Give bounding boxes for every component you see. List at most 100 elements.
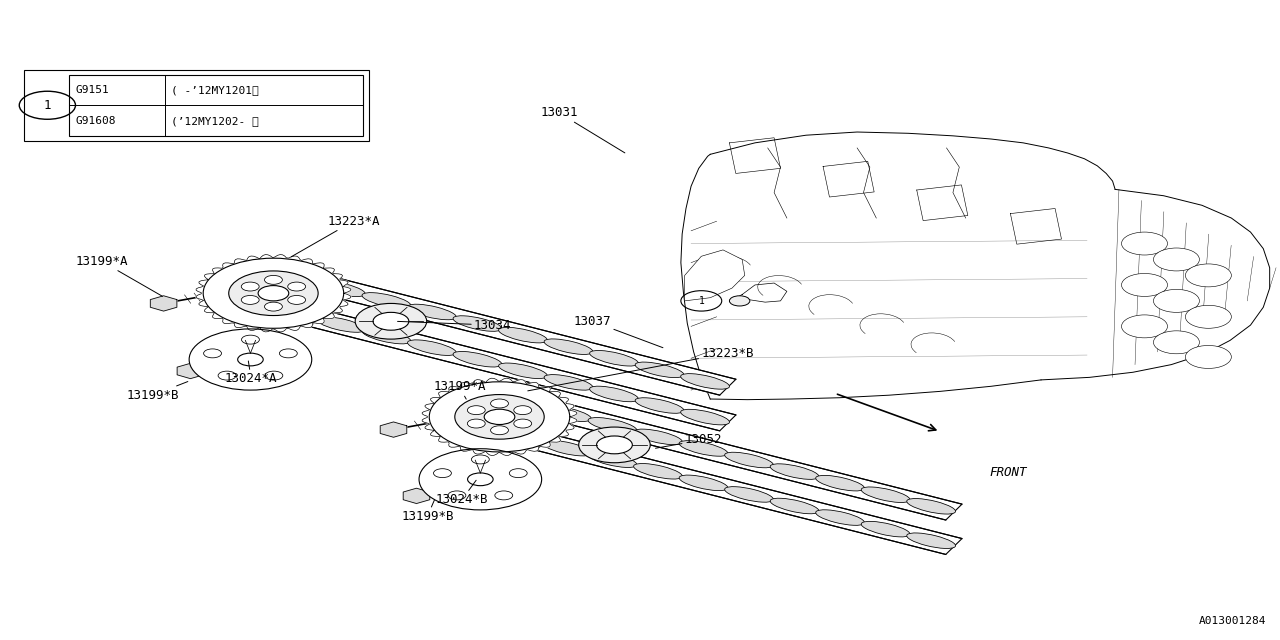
Circle shape [419, 449, 541, 510]
Circle shape [189, 329, 312, 390]
Circle shape [204, 349, 221, 358]
Circle shape [1185, 264, 1231, 287]
Circle shape [1153, 331, 1199, 354]
Ellipse shape [906, 533, 956, 548]
Ellipse shape [771, 464, 819, 479]
Polygon shape [177, 364, 204, 379]
Polygon shape [422, 378, 577, 456]
Ellipse shape [590, 386, 639, 402]
Circle shape [265, 275, 283, 284]
Circle shape [513, 406, 531, 415]
Text: (’12MY1202- 〉: (’12MY1202- 〉 [172, 116, 259, 125]
Ellipse shape [499, 327, 548, 343]
Circle shape [1153, 289, 1199, 312]
Circle shape [513, 419, 531, 428]
Polygon shape [150, 296, 177, 311]
Circle shape [434, 468, 452, 477]
Circle shape [372, 312, 408, 330]
Ellipse shape [634, 429, 682, 445]
Text: 13199*A: 13199*A [76, 255, 163, 296]
Circle shape [265, 302, 283, 311]
Circle shape [454, 394, 544, 439]
Ellipse shape [407, 304, 457, 320]
Ellipse shape [680, 441, 728, 456]
Ellipse shape [906, 499, 956, 514]
Ellipse shape [543, 406, 591, 422]
Circle shape [1121, 315, 1167, 338]
Circle shape [241, 282, 259, 291]
Circle shape [471, 455, 489, 464]
Circle shape [241, 296, 259, 305]
Circle shape [579, 427, 650, 463]
Ellipse shape [861, 487, 910, 502]
Ellipse shape [634, 463, 682, 479]
Text: FRONT: FRONT [989, 467, 1027, 479]
Circle shape [229, 271, 319, 316]
Ellipse shape [771, 498, 819, 514]
Ellipse shape [681, 410, 730, 425]
Ellipse shape [588, 417, 637, 433]
Circle shape [509, 468, 527, 477]
Ellipse shape [316, 317, 365, 332]
Circle shape [467, 406, 485, 415]
Polygon shape [380, 422, 407, 437]
Ellipse shape [316, 281, 365, 296]
Text: G9151: G9151 [76, 85, 109, 95]
Ellipse shape [544, 374, 593, 390]
Text: 13223*A: 13223*A [291, 215, 380, 257]
Circle shape [288, 282, 306, 291]
Text: 13037: 13037 [573, 315, 663, 348]
Ellipse shape [362, 328, 411, 344]
Ellipse shape [362, 292, 411, 308]
Circle shape [490, 426, 508, 435]
Circle shape [218, 371, 236, 380]
Ellipse shape [588, 452, 637, 467]
Ellipse shape [815, 476, 864, 491]
Ellipse shape [407, 340, 457, 355]
Text: 13024*B: 13024*B [435, 480, 488, 506]
Text: 13052: 13052 [655, 433, 722, 448]
Text: 13223*B: 13223*B [527, 347, 754, 391]
Circle shape [1185, 305, 1231, 328]
Polygon shape [310, 311, 736, 431]
Circle shape [730, 296, 750, 306]
Ellipse shape [861, 522, 910, 537]
Ellipse shape [681, 374, 730, 389]
Ellipse shape [815, 510, 864, 525]
Polygon shape [310, 275, 736, 395]
Text: 13031: 13031 [540, 106, 625, 153]
Text: 13199*B: 13199*B [401, 500, 453, 523]
Bar [69, 75, 362, 136]
Circle shape [495, 491, 513, 500]
Ellipse shape [635, 397, 684, 413]
Circle shape [1185, 346, 1231, 369]
Circle shape [484, 409, 515, 424]
Circle shape [490, 399, 508, 408]
Text: 13034: 13034 [398, 319, 512, 332]
Circle shape [288, 296, 306, 305]
Ellipse shape [590, 351, 639, 366]
Text: A013001284: A013001284 [1198, 616, 1266, 626]
Circle shape [279, 349, 297, 358]
Polygon shape [536, 435, 963, 554]
Circle shape [1153, 248, 1199, 271]
Circle shape [355, 303, 426, 339]
Text: ( -’12MY1201〉: ( -’12MY1201〉 [172, 85, 259, 95]
Polygon shape [196, 255, 351, 332]
Polygon shape [403, 488, 430, 504]
Circle shape [467, 419, 485, 428]
Polygon shape [685, 250, 745, 301]
Text: 1: 1 [44, 99, 51, 112]
Circle shape [448, 491, 466, 500]
Ellipse shape [453, 316, 502, 332]
Ellipse shape [453, 351, 502, 367]
Circle shape [1121, 232, 1167, 255]
Ellipse shape [543, 440, 591, 456]
Ellipse shape [499, 363, 548, 378]
Text: G91608: G91608 [76, 116, 116, 125]
Ellipse shape [724, 486, 773, 502]
Ellipse shape [724, 452, 773, 468]
Circle shape [242, 335, 260, 344]
Ellipse shape [544, 339, 593, 355]
Text: 13024*A: 13024*A [225, 361, 278, 385]
